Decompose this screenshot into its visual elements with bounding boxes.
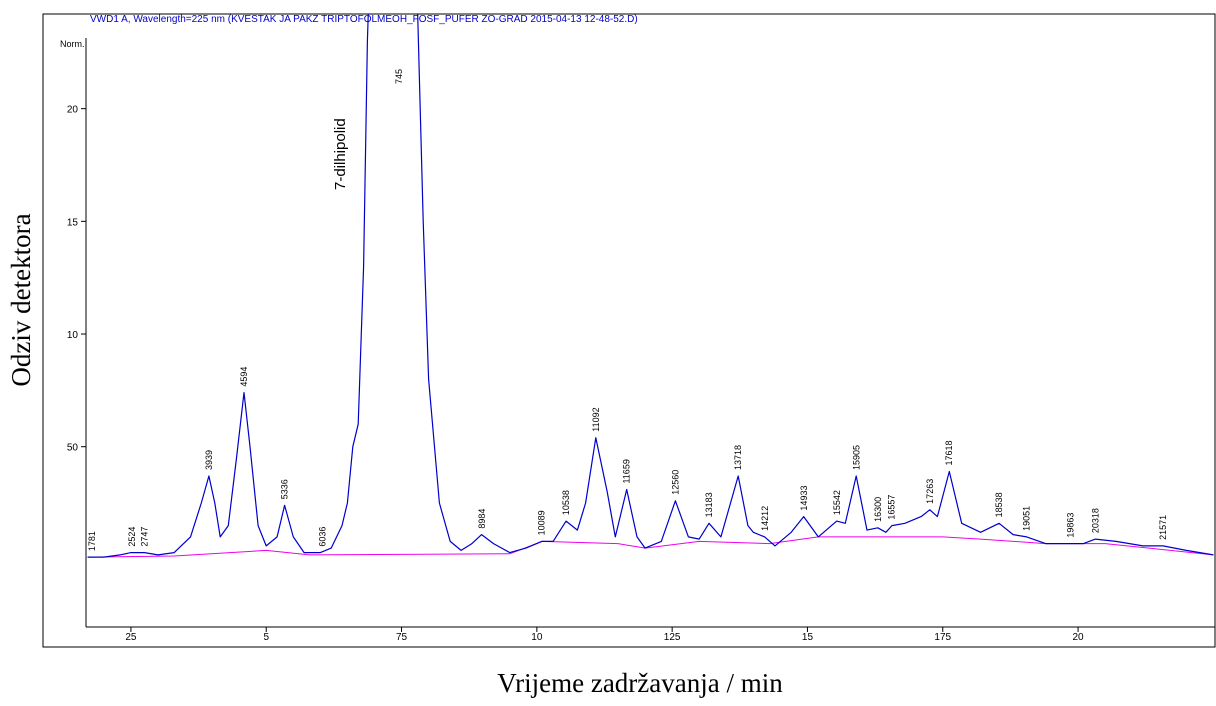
peak-label: 2524: [127, 527, 137, 547]
peak-label: 10089: [537, 510, 547, 535]
peak-label: 15905: [851, 445, 861, 470]
peak-label: 5336: [279, 479, 289, 499]
x-tick-label: 75: [396, 632, 408, 643]
x-tick-label: 125: [664, 632, 681, 643]
signal-trace: [87, 14, 1214, 558]
header: VWD1 A, Wavelength=225 nm (KVESTAK JA PA…: [90, 14, 638, 25]
peak-label: 13183: [704, 492, 714, 517]
peak-label: 21571: [1158, 515, 1168, 540]
peak-label: 17263: [925, 479, 935, 504]
peak-label: 13718: [733, 445, 743, 470]
peak-label: 745: [394, 69, 404, 84]
y-unit: Norm.: [60, 39, 85, 49]
y-tick-label: 20: [67, 105, 79, 116]
y-axis-title: Odziv detektora: [6, 213, 36, 386]
peak-label: 11659: [622, 459, 632, 483]
peak-label: 16300: [873, 497, 883, 522]
y-tick-label: 50: [67, 443, 79, 454]
y-tick-label: 15: [67, 217, 79, 228]
peak-label: 4594: [239, 367, 249, 387]
peak-label: 12560: [670, 470, 680, 495]
x-tick-label: 5: [263, 632, 269, 643]
peak-label: 16557: [887, 495, 897, 520]
y-tick-label: 10: [67, 330, 79, 341]
peak-label: 11092: [591, 407, 601, 431]
peak-label: 20318: [1090, 508, 1100, 533]
peak-label: 19051: [1022, 506, 1032, 531]
peak-label: 14212: [760, 506, 770, 531]
peak-label: 14933: [799, 486, 809, 511]
peak-label: 6036: [317, 527, 327, 547]
peak-label: 17618: [944, 440, 954, 465]
x-tick-label: 25: [125, 632, 137, 643]
plot-area: [87, 14, 1214, 558]
frame: [42, 13, 1216, 648]
x-axis-title: Vrijeme zadržavanja / min: [497, 668, 783, 698]
peak-label: 2747: [139, 527, 149, 547]
x-tick-label: 15: [802, 632, 814, 643]
peak-label: 15542: [832, 490, 842, 515]
peak-label: 19863: [1066, 513, 1076, 538]
peak-label: 8984: [477, 509, 487, 529]
baseline: [87, 536, 1214, 558]
compound-label: 7-dilhipolid: [332, 118, 349, 190]
x-tick-label: 20: [1073, 632, 1085, 643]
peak-label: 1781: [87, 531, 97, 551]
peak-label: 18538: [994, 492, 1004, 517]
x-tick-label: 10: [531, 632, 543, 643]
peak-label: 10538: [561, 490, 571, 515]
peak-label: 3939: [204, 450, 214, 470]
x-tick-label: 175: [934, 632, 951, 643]
